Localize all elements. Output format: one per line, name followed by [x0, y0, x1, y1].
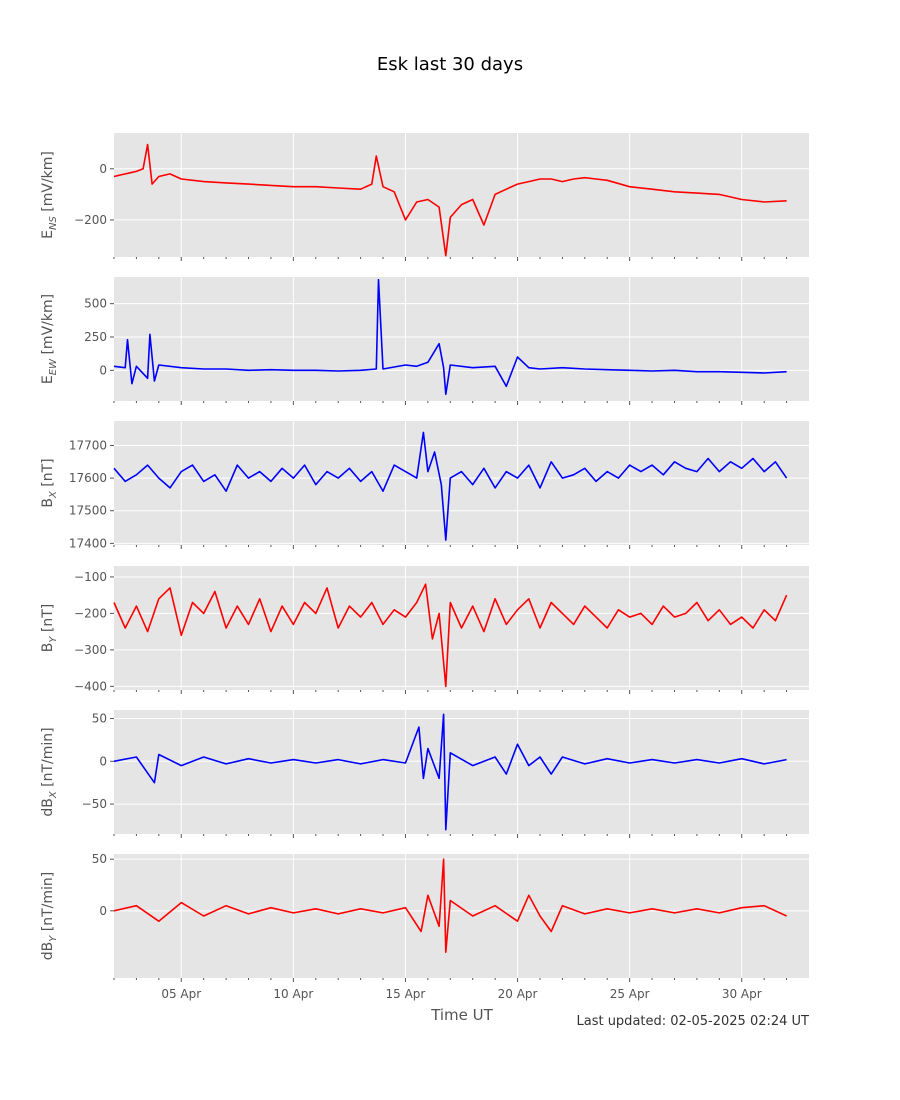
y-axis-label-unit: [nT/min] [40, 872, 56, 936]
y-axis-label: BX [nT] [40, 458, 59, 507]
y-axis-label: dBX [nT/min] [40, 727, 59, 816]
y-tick-label: −100 [74, 570, 107, 584]
plot-background [114, 277, 809, 401]
figure-title: Esk last 30 days [377, 54, 523, 75]
y-axis-label-unit: [nT/min] [40, 727, 56, 791]
y-tick-label: 50 [92, 852, 107, 866]
plot-background [114, 421, 809, 545]
plot-background [114, 710, 809, 834]
y-axis-label-sub: X [48, 490, 59, 499]
series-line-ens [113, 143, 787, 257]
y-tick-label: 17700 [69, 438, 107, 452]
y-tick-label: −200 [74, 213, 107, 227]
panel-dbx: 50 0 −50 dBX [nT/min] [40, 710, 809, 838]
y-axis-label-main: E [40, 375, 56, 384]
y-axis-label-unit: [nT] [40, 458, 56, 491]
panel-bx: 17700 17600 17500 17400 BX [nT] [40, 421, 809, 550]
y-tick-label: 17400 [69, 536, 107, 550]
y-axis-label-main: B [40, 498, 56, 508]
series-line-eew [113, 278, 787, 396]
y-axis-label-sub: Y [48, 935, 59, 942]
last-updated: Last updated: 02-05-2025 02:24 UT [576, 1014, 809, 1029]
y-axis-label-sub: NS [48, 216, 59, 230]
y-axis-label-unit: [nT] [40, 604, 56, 637]
y-tick-label: −200 [74, 606, 107, 620]
y-tick-label: 0 [99, 904, 107, 918]
y-tick-label: −300 [74, 643, 107, 657]
y-axis-label-main: dB [40, 942, 56, 961]
y-tick-label: 17600 [69, 471, 107, 485]
x-tick-label: 20 Apr [498, 987, 538, 1001]
y-tick-label: 0 [99, 754, 107, 768]
x-tick-label: 25 Apr [610, 987, 650, 1001]
series-line-bx [113, 431, 788, 541]
y-tick-label: 250 [84, 330, 107, 344]
plot-background [114, 854, 809, 978]
y-tick-label: 50 [92, 712, 107, 726]
y-tick-label: −50 [82, 797, 107, 811]
y-axis-label-sub: EW [48, 358, 59, 375]
y-axis-label-main: dB [40, 798, 56, 817]
panel-eew: 500 250 0 EEW [mV/km] [40, 277, 809, 405]
y-axis-label-sub: Y [48, 636, 59, 643]
series-line-by [113, 583, 788, 688]
y-axis-label: EEW [mV/km] [40, 294, 59, 384]
y-tick-label: 17500 [69, 504, 107, 518]
x-tick-label: 30 Apr [722, 987, 762, 1001]
y-axis-label-sub: X [48, 790, 59, 799]
x-axis-title: Time UT [430, 1006, 493, 1024]
x-tick-label: 05 Apr [161, 987, 201, 1001]
plot-background [114, 133, 809, 257]
y-tick-label: 0 [99, 162, 107, 176]
y-tick-label: 500 [84, 297, 107, 311]
y-axis-label-unit: [mV/km] [40, 294, 56, 359]
panel-dby: 05 Apr 10 Apr 15 Apr 20 Apr 25 Apr 30 Apr 50 0 d… [40, 852, 809, 1001]
series-line-dbx [113, 713, 787, 831]
panel-ens: 0 −200 ENS [mV/km] [40, 133, 809, 261]
y-axis-label: ENS [mV/km] [40, 151, 59, 239]
y-tick-label: −400 [74, 679, 107, 693]
x-tick-label: 15 Apr [386, 987, 426, 1001]
y-axis-label-unit: [mV/km] [40, 151, 56, 216]
panel-by: −100 −200 −300 −400 BY [nT] [40, 566, 809, 694]
y-axis-label: BY [nT] [40, 604, 59, 653]
y-tick-label: 0 [99, 363, 107, 377]
y-axis-label-main: E [40, 230, 56, 239]
y-axis-label: dBY [nT/min] [40, 872, 59, 961]
series-line-dby [113, 858, 787, 953]
x-tick-label: 10 Apr [273, 987, 313, 1001]
y-axis-label-main: B [40, 643, 56, 653]
